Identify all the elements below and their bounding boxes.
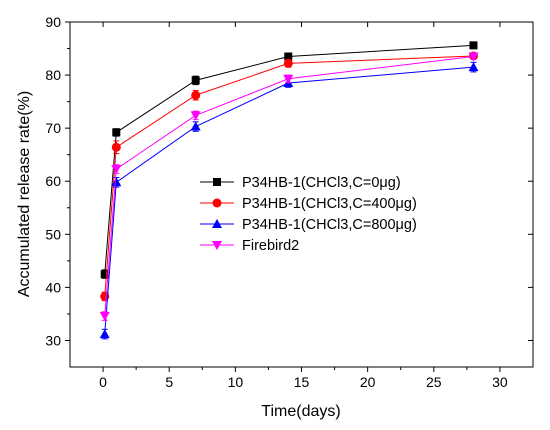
marker-circle — [191, 90, 201, 100]
y-tick-label: 40 — [45, 279, 61, 295]
x-axis-ticks: 0 5 10 15 20 25 30 — [99, 22, 508, 390]
series-layer — [99, 41, 479, 340]
marker-circle — [111, 142, 121, 152]
marker-triangle-up — [468, 62, 479, 72]
series-1 — [100, 41, 478, 279]
marker-circle — [283, 58, 293, 68]
x-tick-label: 25 — [426, 374, 442, 390]
marker-triangle-down — [212, 241, 222, 250]
x-tick-label: 5 — [165, 374, 173, 390]
y-axis-title: Accumulated release rate(%) — [16, 91, 33, 297]
marker-square — [100, 270, 109, 279]
marker-triangle-up — [111, 177, 122, 187]
legend-label: P34HB-1(CHCl3,C=400μg) — [242, 196, 417, 212]
y-tick-label: 70 — [45, 120, 61, 136]
x-tick-label: 15 — [294, 374, 310, 390]
marker-triangle-down — [283, 74, 294, 84]
x-tick-label: 30 — [492, 374, 508, 390]
marker-square — [213, 178, 221, 186]
marker-triangle-down — [111, 165, 122, 175]
legend-item: P34HB-1(CHCl3,C=400μg) — [200, 196, 417, 212]
legend-label: P34HB-1(CHCl3,C=800μg) — [242, 217, 417, 233]
series-3 — [99, 61, 479, 340]
legend: P34HB-1(CHCl3,C=0μg) P34HB-1(CHCl3,C=400μ… — [200, 175, 417, 254]
marker-triangle-down — [99, 312, 110, 322]
legend-item: P34HB-1(CHCl3,C=800μg) — [200, 217, 417, 233]
marker-square — [469, 41, 478, 50]
y-tick-label: 60 — [45, 173, 61, 189]
legend-label: P34HB-1(CHCl3,C=0μg) — [242, 175, 401, 191]
y-tick-label: 80 — [45, 67, 61, 83]
series-4 — [99, 52, 479, 322]
y-tick-label: 50 — [45, 226, 61, 242]
marker-square — [284, 52, 293, 61]
marker-triangle-down — [468, 52, 479, 62]
marker-triangle-up — [99, 329, 110, 339]
y-tick-label: 90 — [45, 14, 61, 30]
x-tick-label: 0 — [99, 374, 107, 390]
legend-item: Firebird2 — [200, 238, 299, 254]
x-tick-label: 10 — [228, 374, 244, 390]
x-axis-title: Time(days) — [261, 403, 340, 420]
marker-triangle-up — [212, 219, 222, 228]
series-2 — [100, 51, 478, 302]
y-axis-ticks: 30 40 50 60 70 80 90 — [45, 14, 533, 348]
marker-triangle-up — [190, 121, 201, 131]
marker-circle — [212, 198, 222, 208]
marker-square — [191, 76, 200, 85]
x-tick-label: 20 — [360, 374, 376, 390]
y-tick-label: 30 — [45, 332, 61, 348]
plot-frame — [69, 21, 534, 368]
marker-square — [112, 128, 121, 137]
legend-label: Firebird2 — [242, 238, 299, 254]
legend-item: P34HB-1(CHCl3,C=0μg) — [200, 175, 401, 191]
marker-triangle-down — [190, 111, 201, 121]
